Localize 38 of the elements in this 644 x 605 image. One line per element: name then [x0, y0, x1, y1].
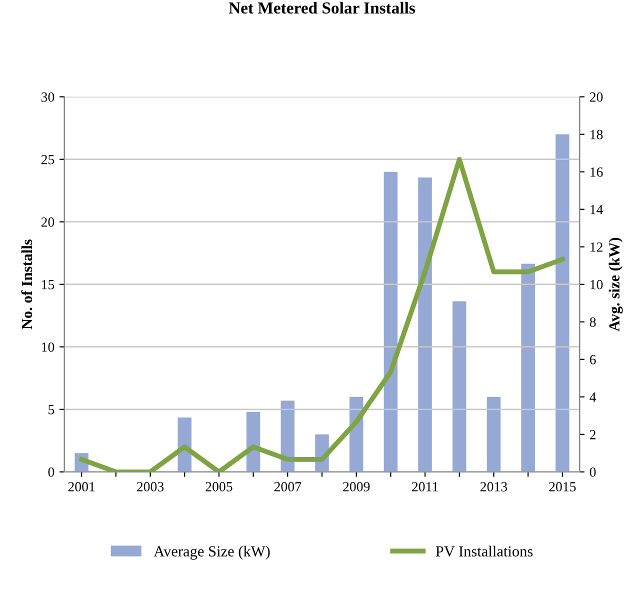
y2-tick-label: 20 — [590, 92, 603, 102]
y-tick-label: 25 — [41, 154, 54, 164]
y-tick-label: 5 — [48, 405, 54, 414]
y2-tick-label: 2 — [590, 430, 596, 440]
legend-label: PV Installations — [436, 546, 533, 557]
y-tick-label: 30 — [41, 92, 54, 102]
y2-tick-label: 16 — [590, 167, 603, 177]
bar — [452, 301, 466, 472]
x-tick-label: 2015 — [549, 482, 576, 492]
y2-tick-label: 4 — [590, 392, 596, 402]
x-tick-label: 2011 — [412, 482, 438, 492]
y-tick-label: 10 — [42, 342, 54, 352]
x-tick-label: 2009 — [343, 482, 370, 492]
bar — [556, 134, 570, 472]
legend-label: Average Size (kW) — [154, 546, 270, 560]
y2-tick-label: 10 — [590, 280, 603, 290]
y-tick-label: 15 — [42, 280, 54, 290]
bar — [384, 172, 398, 472]
bar — [418, 177, 432, 472]
line-series — [79, 156, 565, 472]
x-tick-label: 2001 — [68, 482, 95, 492]
y2-axis-title: Avg. size (kW) — [608, 238, 623, 332]
y-axis-title: No. of Installs — [21, 240, 32, 330]
chart-title: Net Metered Solar Installs — [228, 2, 416, 14]
y-tick-label: 0 — [48, 467, 54, 477]
x-tick-label: 2013 — [480, 482, 508, 492]
y2-tick-label: 12 — [590, 242, 602, 252]
y2-tick-label: 0 — [590, 467, 596, 477]
x-tick-label: 2003 — [136, 482, 164, 492]
x-tick-label: 2007 — [274, 482, 302, 492]
y-tick-label: 20 — [41, 217, 54, 227]
bar — [521, 264, 535, 472]
y2-tick-label: 8 — [590, 317, 596, 327]
y2-tick-label: 14 — [590, 204, 603, 214]
bar — [486, 396, 501, 472]
y2-tick-label: 18 — [590, 130, 603, 140]
x-tick-label: 2005 — [206, 482, 232, 492]
y2-tick-label: 6 — [590, 354, 596, 364]
